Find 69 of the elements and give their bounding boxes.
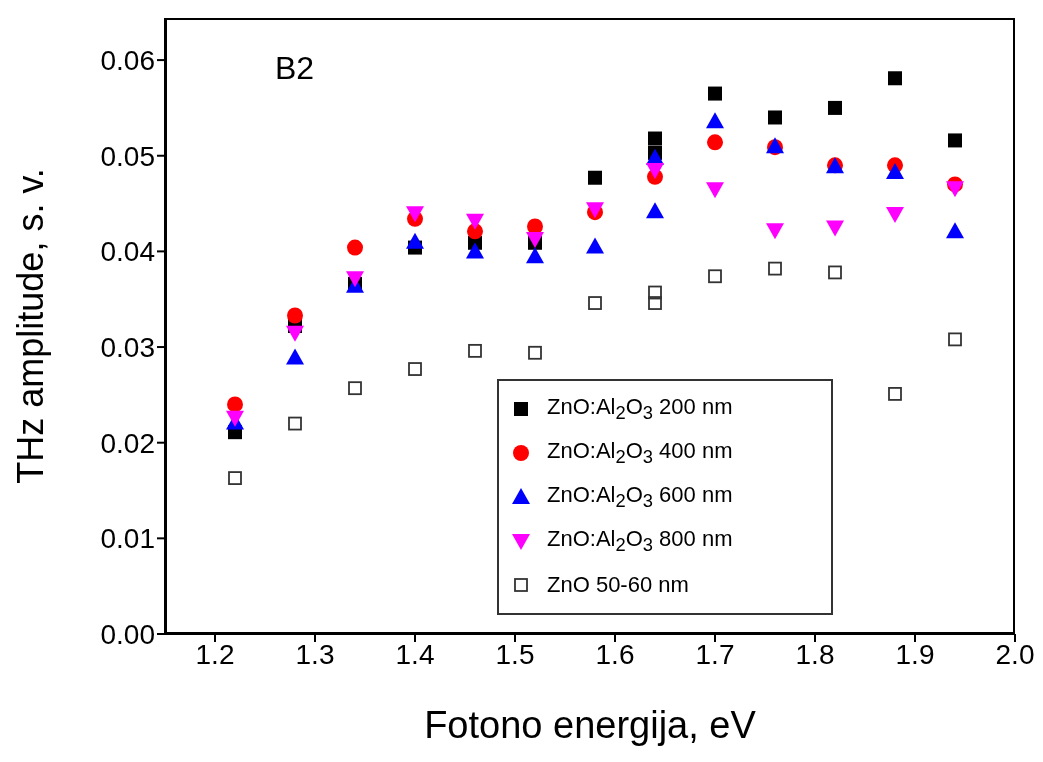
- point: [706, 112, 724, 129]
- point: [768, 261, 782, 276]
- point: [886, 163, 904, 179]
- point: [588, 170, 602, 185]
- x-tick-label: 1.5: [495, 638, 535, 670]
- point: [828, 265, 842, 280]
- y-tick-label: 0.05: [100, 140, 155, 172]
- point: [707, 134, 723, 151]
- point: [528, 345, 542, 360]
- point: [408, 362, 422, 376]
- point: [526, 231, 544, 248]
- point: [468, 343, 482, 358]
- point: [348, 381, 362, 396]
- point: [466, 213, 484, 230]
- y-tick-label: 0.06: [100, 45, 155, 77]
- y-tick-label: 0.03: [100, 331, 155, 363]
- point: [768, 110, 782, 125]
- point: [766, 223, 784, 240]
- y-tick-label: 0.01: [100, 523, 155, 555]
- point: [888, 71, 902, 86]
- x-tick-label: 1.2: [195, 638, 235, 670]
- x-tick-label: 2.0: [995, 638, 1035, 670]
- point: [648, 296, 662, 310]
- x-tick-label: 1.4: [395, 638, 435, 670]
- point: [346, 271, 364, 288]
- point: [526, 247, 544, 264]
- y-axis-title: THz amplitude, s. v.: [9, 168, 51, 484]
- point: [948, 332, 962, 347]
- point: [828, 100, 842, 115]
- point: [287, 307, 303, 324]
- x-tick-label: 1.9: [895, 638, 935, 670]
- point: [648, 285, 662, 300]
- point: [286, 348, 304, 365]
- point: [708, 269, 722, 284]
- legend-label: ZnO 50-60 nm: [547, 572, 689, 598]
- point: [706, 182, 724, 199]
- point: [886, 207, 904, 224]
- x-tick-label: 1.3: [295, 638, 335, 670]
- point: [588, 296, 602, 310]
- point: [946, 222, 964, 239]
- annotation: B2: [275, 50, 315, 87]
- x-tick-label: 1.6: [595, 638, 635, 670]
- legend-label: ZnO:Al$_{2}$O$_{3}$ 400 nm: [547, 437, 733, 469]
- x-tick-label: 1.7: [695, 638, 735, 670]
- point: [286, 325, 304, 342]
- x-axis-title: Fotono energija, eV: [424, 704, 757, 746]
- point: [288, 416, 302, 431]
- point: [406, 232, 424, 249]
- point: [347, 239, 363, 256]
- legend-label: ZnO:Al$_{2}$O$_{3}$ 600 nm: [547, 481, 733, 513]
- point: [228, 471, 242, 485]
- point: [648, 131, 662, 146]
- point: [888, 387, 902, 401]
- point: [826, 220, 844, 237]
- point: [646, 202, 664, 219]
- y-tick-label: 0.04: [100, 236, 155, 268]
- x-tick-label: 1.8: [795, 638, 835, 670]
- point: [466, 242, 484, 259]
- y-tick-label: 0.00: [100, 618, 155, 650]
- point: [708, 86, 722, 101]
- point: [406, 206, 424, 223]
- legend-label: ZnO:Al$_{2}$O$_{3}$ 200 nm: [547, 393, 733, 425]
- point: [948, 133, 962, 148]
- point: [646, 163, 664, 180]
- y-tick-label: 0.02: [100, 427, 155, 459]
- legend-label: ZnO:Al$_{2}$O$_{3}$ 800 nm: [547, 525, 733, 557]
- point: [586, 237, 604, 254]
- point: [227, 396, 243, 413]
- point: [946, 181, 964, 198]
